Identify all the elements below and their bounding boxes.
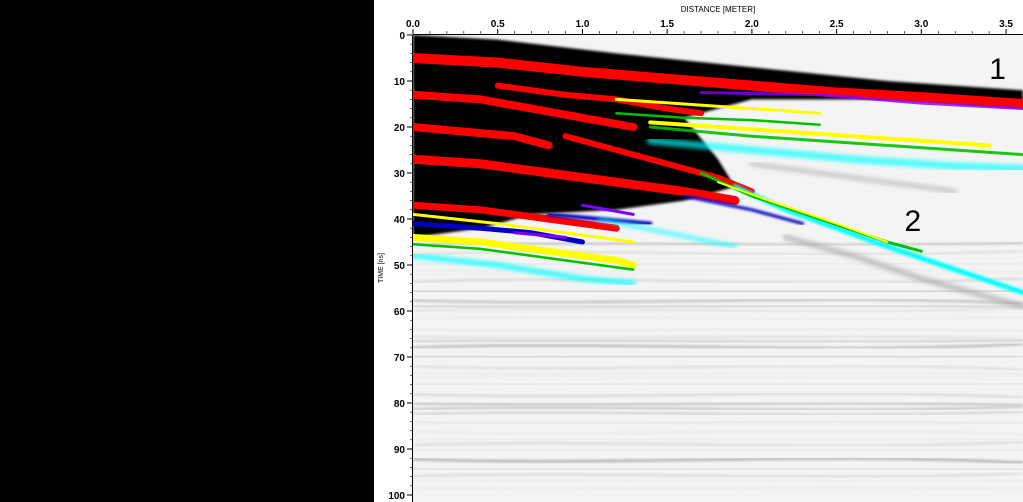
noise-band (413, 372, 1023, 380)
radargram-chart: DISTANCE [METER] TIME [ns] 0.0 0.5 1.0 1.5 2… (374, 0, 1023, 502)
x-tick-label: 3.0 (914, 19, 928, 30)
cyan-cloud-2 (646, 137, 1023, 172)
yellow-event-2 (648, 120, 992, 148)
yellow-event-1 (614, 97, 822, 115)
noise-band (413, 429, 1023, 437)
y-tick-label: 30 (394, 169, 406, 180)
y-tick-label: 20 (394, 123, 406, 134)
noise-band (413, 355, 1023, 359)
reflections (413, 35, 1023, 310)
y-tick-label: 50 (394, 261, 406, 272)
red-event-7 (413, 201, 620, 232)
blank-left-panel (0, 0, 374, 502)
x-tick-label: 1.5 (660, 19, 674, 30)
noise-band (413, 289, 1023, 294)
noise-band (413, 298, 1023, 306)
noise-band (413, 485, 1023, 493)
x-tick-label: 0.0 (406, 19, 420, 30)
x-ticks: 0.0 0.5 1.0 1.5 2.0 2.5 3.0 3.5 (406, 19, 1013, 34)
y-ticks: 0 10 20 30 40 50 60 70 80 90 100 (388, 31, 413, 502)
noise-band (413, 439, 1023, 448)
x-axis-label: DISTANCE [METER] (681, 5, 756, 14)
noise-band (413, 478, 1023, 483)
y-tick-label: 0 (399, 31, 405, 42)
cyan-cloud-1 (413, 253, 636, 286)
high-amplitude-zone (413, 35, 1023, 238)
hyperbola-gray (782, 234, 1023, 310)
noise-band (413, 315, 1023, 321)
yellow-event-3 (413, 233, 637, 269)
noise-band (413, 327, 1023, 333)
annotations: 12 (905, 53, 1006, 238)
direct-wave-band (413, 53, 1023, 109)
noise-band (413, 381, 1023, 387)
x-tick-label: 2.5 (830, 19, 844, 30)
noise-band (413, 342, 1023, 350)
noise-band (413, 267, 1023, 275)
violet-event-1 (513, 231, 567, 239)
y-tick-label: 10 (394, 77, 406, 88)
x-tick-label: 0.5 (491, 19, 505, 30)
noise-band (413, 364, 1023, 372)
red-event-2 (413, 90, 638, 131)
y-tick-label: 60 (394, 307, 406, 318)
x-tick-label: 2.0 (745, 19, 759, 30)
radargram-svg: DISTANCE [METER] TIME [ns] 0.0 0.5 1.0 1.5 2… (378, 5, 1023, 502)
noise-band (413, 303, 1023, 309)
green-event-3 (413, 243, 635, 271)
noise-band (413, 401, 1023, 407)
noise-band (413, 409, 1023, 417)
plot-area (413, 35, 1023, 502)
noise-band (413, 471, 1023, 479)
y-tick-label: 70 (394, 353, 406, 364)
cyan-cloud-3 (597, 217, 737, 249)
blue-event-3 (682, 194, 805, 226)
violet-event-2 (580, 203, 635, 216)
red-event-5 (413, 154, 740, 206)
gray-cloud-1 (749, 161, 958, 194)
direct-wave-violet (699, 91, 1023, 111)
y-tick-label: 90 (394, 445, 406, 456)
noise-band (413, 392, 1023, 399)
y-tick-label: 100 (388, 491, 405, 502)
y-tick-label: 80 (394, 399, 406, 410)
x-tick-label: 3.5 (999, 19, 1013, 30)
noise-band (413, 338, 1023, 344)
y-tick-label: 40 (394, 215, 406, 226)
yellow-event-4 (413, 212, 635, 244)
hyperbola-yellow (717, 181, 889, 243)
red-event-6 (562, 133, 755, 195)
noise-band (413, 437, 1023, 442)
y-axis-label: TIME [ns] (378, 253, 385, 283)
noise-band (413, 467, 1023, 471)
green-event-1 (648, 125, 1023, 157)
annotation-label: 2 (905, 205, 922, 238)
noise-band (413, 456, 1023, 465)
noise-band (413, 420, 1023, 425)
annotation-label: 1 (989, 53, 1006, 86)
green-event-2 (615, 111, 821, 126)
x-tick-label: 1.0 (575, 19, 589, 30)
red-event-4 (413, 123, 553, 150)
